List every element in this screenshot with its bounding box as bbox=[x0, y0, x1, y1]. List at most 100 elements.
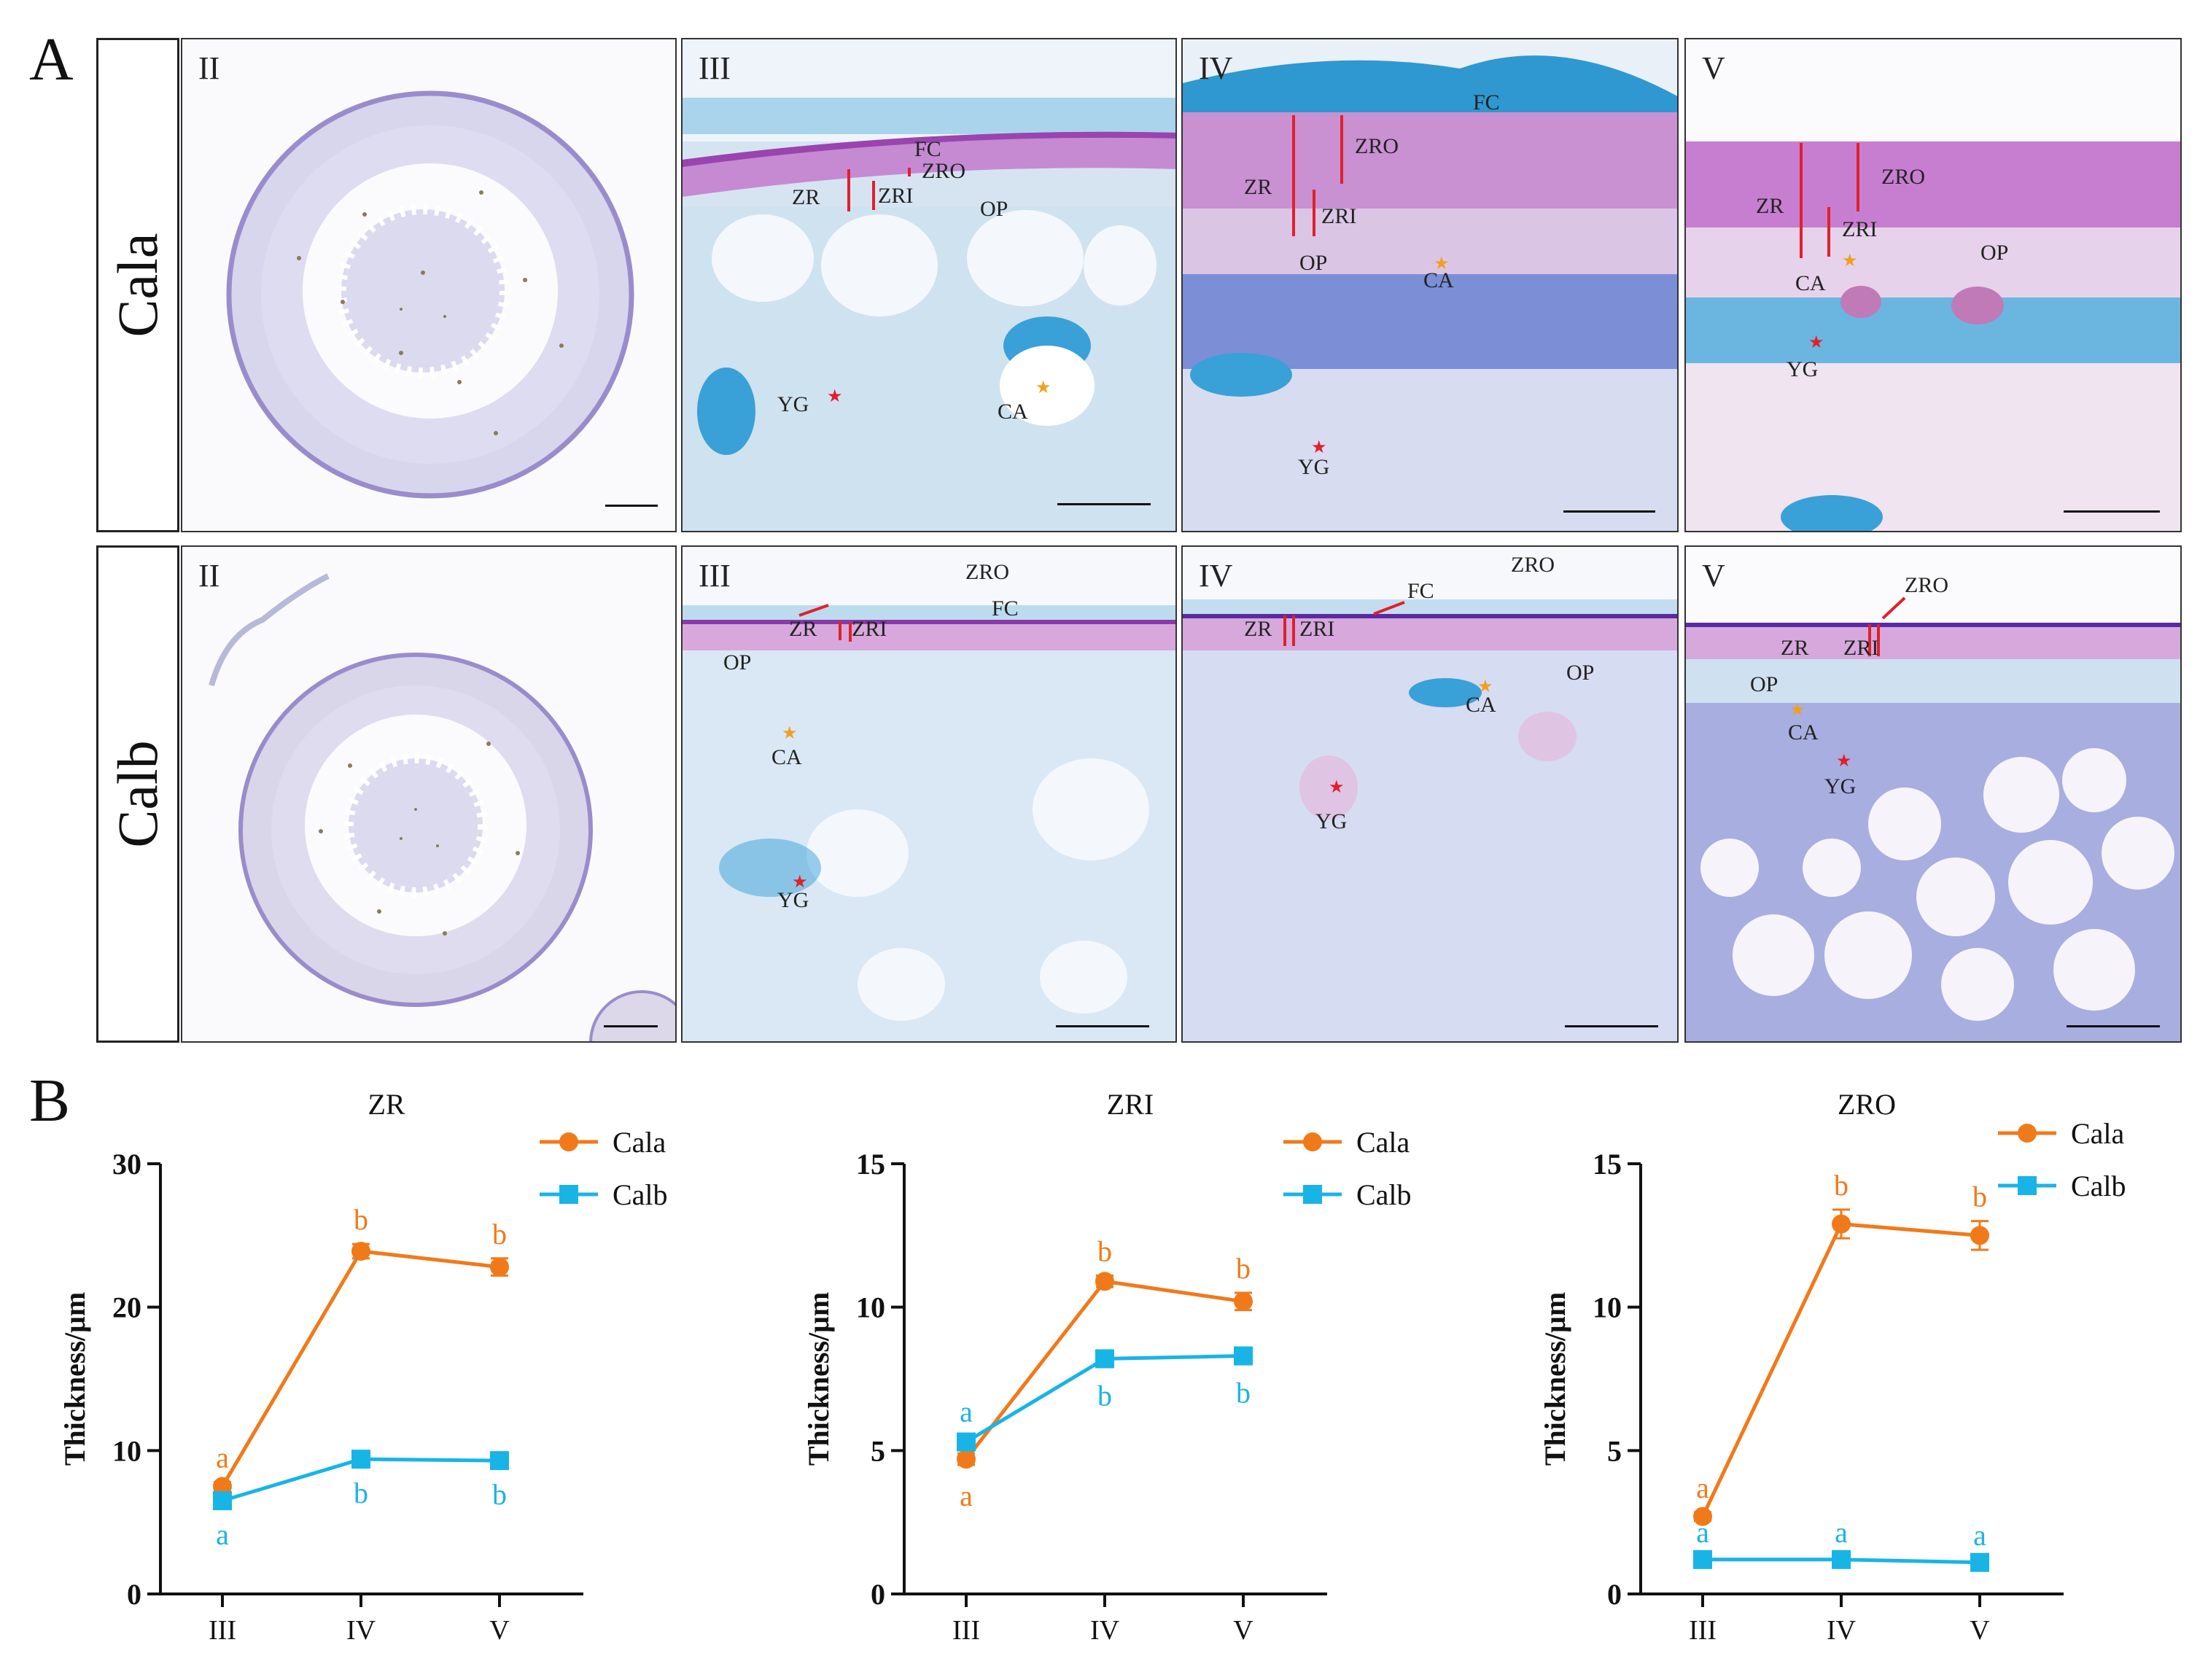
significance-letter: b bbox=[492, 1218, 507, 1251]
legend-label-cala: Cala bbox=[2071, 1117, 2125, 1150]
y-tick-label: 5 bbox=[1607, 1434, 1622, 1467]
significance-letter: b bbox=[354, 1477, 368, 1509]
significance-letter: a bbox=[960, 1396, 973, 1428]
data-point-calb bbox=[1832, 1549, 1851, 1569]
y-tick-label: 0 bbox=[871, 1578, 885, 1611]
scale-bar-cala-iii bbox=[1057, 503, 1151, 505]
y-tick-label: 10 bbox=[1593, 1291, 1622, 1324]
data-point-calb bbox=[1095, 1349, 1114, 1369]
row-label-box-calb: Calb bbox=[96, 545, 179, 1043]
data-point-calb bbox=[351, 1450, 370, 1469]
significance-letter: a bbox=[960, 1479, 973, 1512]
scale-bar-cala-ii bbox=[605, 505, 658, 507]
label-zr: ZR bbox=[1244, 617, 1272, 641]
data-point-cala bbox=[1832, 1214, 1851, 1234]
label-ca: CA bbox=[1795, 271, 1826, 295]
yolk-granule-star: ★ bbox=[1808, 333, 1824, 352]
significance-letter: b bbox=[354, 1203, 368, 1236]
label-zro: ZRO bbox=[965, 560, 1009, 584]
micrograph-cala-ii: II bbox=[181, 38, 677, 532]
stage-label-calb-v: V bbox=[1702, 558, 1725, 594]
significance-letter: a bbox=[1973, 1519, 1986, 1552]
yolk-granule-star: ★ bbox=[792, 873, 808, 892]
label-ca: CA bbox=[1466, 693, 1496, 717]
label-fc: FC bbox=[1473, 90, 1500, 114]
data-point-cala bbox=[957, 1450, 976, 1469]
oocyte-section-calb-ii bbox=[209, 573, 675, 1041]
x-tick-label: III bbox=[952, 1615, 980, 1646]
cortical-alveoli-star: ★ bbox=[1789, 701, 1805, 720]
y-tick-label: 15 bbox=[1593, 1148, 1622, 1181]
stage-label-cala-ii: II bbox=[198, 50, 220, 86]
data-point-calb bbox=[490, 1451, 509, 1471]
significance-letter: b bbox=[1972, 1181, 1987, 1213]
micrograph-calb-iv: IV ZRO FC ZR ZRI CA ★ OP YG ★ bbox=[1181, 545, 1679, 1043]
yolk-granule-star: ★ bbox=[1329, 778, 1345, 797]
micrograph-calb-ii: II bbox=[181, 545, 677, 1043]
data-point-cala bbox=[1234, 1291, 1253, 1311]
label-yg: YG bbox=[777, 392, 809, 416]
x-tick-label: V bbox=[489, 1615, 510, 1646]
y-tick-label: 0 bbox=[127, 1578, 141, 1611]
label-zr: ZR bbox=[789, 617, 817, 641]
micrograph-cala-iii: III FC ZRO ZR ZRI OP YG ★ CA ★ bbox=[681, 38, 1177, 532]
legend-label-calb: Calb bbox=[2071, 1170, 2126, 1202]
label-zro: ZRO bbox=[922, 159, 965, 183]
chart-title: ZRO bbox=[1838, 1088, 1896, 1121]
data-point-calb bbox=[1970, 1552, 1989, 1572]
legend-label-cala: Cala bbox=[613, 1126, 666, 1159]
tissue-section-cala-iii bbox=[683, 39, 1175, 531]
significance-letter: a bbox=[1696, 1471, 1709, 1504]
x-tick-label: V bbox=[1970, 1615, 1990, 1646]
scale-bar-calb-ii bbox=[604, 1025, 658, 1027]
label-yg: YG bbox=[777, 888, 809, 912]
legend-label-calb: Calb bbox=[1356, 1178, 1412, 1211]
y-tick-label: 15 bbox=[856, 1148, 885, 1181]
label-op: OP bbox=[723, 650, 752, 674]
legend-label-calb: Calb bbox=[613, 1178, 668, 1211]
legend-marker-calb bbox=[559, 1185, 578, 1204]
label-zri: ZRI bbox=[1843, 636, 1879, 660]
scale-bar-calb-iv bbox=[1565, 1025, 1658, 1027]
significance-letter: b bbox=[1097, 1234, 1112, 1267]
row-label-cala: Cala bbox=[106, 233, 169, 338]
label-zr: ZR bbox=[1244, 175, 1272, 199]
label-fc: FC bbox=[1407, 579, 1434, 603]
y-tick-label: 0 bbox=[1607, 1578, 1622, 1611]
stage-label-cala-iv: IV bbox=[1199, 50, 1233, 86]
label-zro: ZRO bbox=[1881, 165, 1925, 189]
tissue-section-cala-iv bbox=[1183, 39, 1677, 531]
stage-label-calb-iv: IV bbox=[1199, 558, 1233, 594]
stage-label-cala-iii: III bbox=[699, 50, 731, 86]
label-yg: YG bbox=[1315, 809, 1348, 833]
chart-title: ZR bbox=[368, 1088, 405, 1121]
label-zr: ZR bbox=[1756, 194, 1784, 218]
legend-marker-calb bbox=[1303, 1185, 1322, 1204]
label-zri: ZRI bbox=[1299, 617, 1335, 641]
tissue-section-calb-iv bbox=[1183, 547, 1677, 1041]
label-zri: ZRI bbox=[852, 617, 887, 641]
data-point-cala bbox=[213, 1477, 232, 1496]
cortical-alveoli-star: ★ bbox=[1842, 252, 1858, 271]
cortical-alveoli-star: ★ bbox=[1434, 254, 1450, 273]
stage-label-cala-v: V bbox=[1702, 50, 1725, 86]
significance-letter: b bbox=[1834, 1169, 1849, 1202]
x-tick-label: IV bbox=[1090, 1615, 1120, 1646]
significance-letter: a bbox=[216, 1442, 229, 1474]
label-op: OP bbox=[1566, 661, 1595, 685]
stage-label-calb-ii: II bbox=[198, 558, 220, 594]
data-point-calb bbox=[957, 1432, 976, 1452]
label-op: OP bbox=[1980, 241, 2009, 265]
y-axis-label: Thickness/μm bbox=[802, 1292, 835, 1466]
scale-bar-calb-iii bbox=[1056, 1025, 1149, 1027]
label-zro: ZRO bbox=[1905, 573, 1948, 597]
data-point-cala bbox=[1095, 1272, 1114, 1291]
series-line-cala bbox=[965, 1279, 1244, 1461]
chart-title: ZRI bbox=[1107, 1088, 1154, 1121]
label-zri: ZRI bbox=[1842, 217, 1878, 241]
label-op: OP bbox=[1299, 251, 1328, 275]
label-ca: CA bbox=[998, 400, 1028, 424]
legend-label-cala: Cala bbox=[1356, 1126, 1410, 1159]
data-point-cala bbox=[1970, 1226, 1989, 1245]
